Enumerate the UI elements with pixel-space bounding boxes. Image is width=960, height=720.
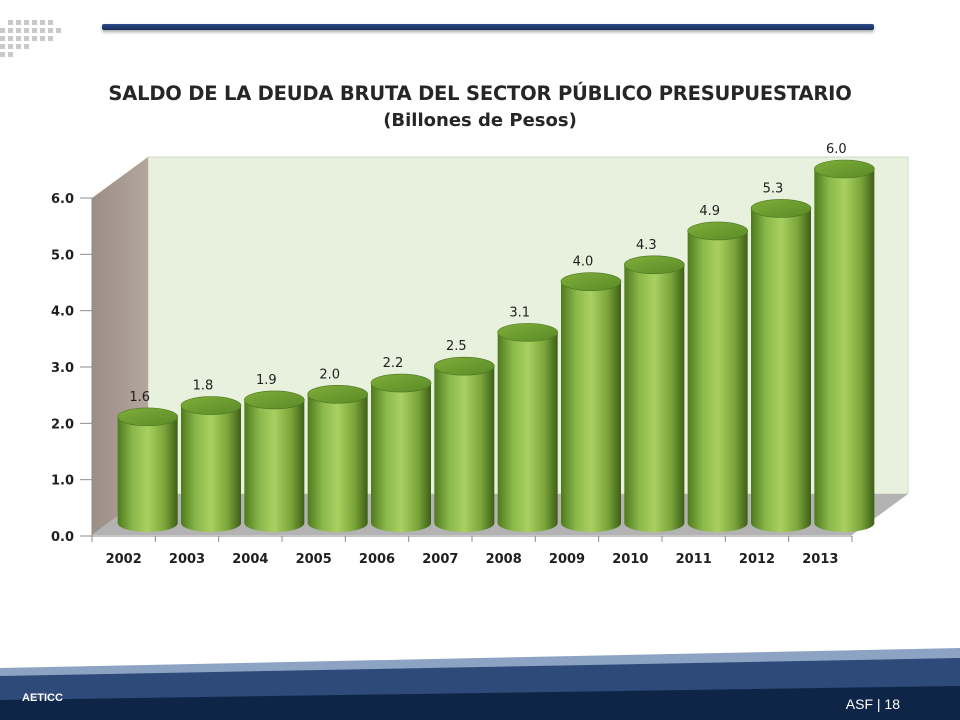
bar xyxy=(687,221,748,532)
footer-org-label: AETICC xyxy=(22,692,63,704)
bar xyxy=(560,272,622,532)
y-tick-label: 6.0 xyxy=(51,192,74,207)
y-tick-label: 0.0 xyxy=(51,530,74,545)
bar-value-label: 4.9 xyxy=(699,204,720,219)
bar-value-label: 1.8 xyxy=(193,379,214,394)
y-tick-label: 4.0 xyxy=(51,305,74,320)
x-tick-label: 2006 xyxy=(359,552,395,567)
bar-value-label: 5.3 xyxy=(763,181,784,196)
bar xyxy=(814,159,875,532)
y-tick-label: 1.0 xyxy=(51,474,74,489)
y-tick-label: 3.0 xyxy=(51,361,74,376)
bar-value-label: 4.0 xyxy=(573,255,594,270)
x-tick-label: 2008 xyxy=(486,552,522,567)
bar-value-label: 3.1 xyxy=(509,305,530,320)
bar xyxy=(497,323,558,532)
x-tick-label: 2011 xyxy=(676,552,712,567)
bar xyxy=(117,407,178,532)
bar-value-label: 2.2 xyxy=(383,356,404,371)
x-tick-label: 2010 xyxy=(612,552,648,567)
bar-value-label: 1.9 xyxy=(256,373,277,388)
x-tick-label: 2013 xyxy=(802,552,838,567)
x-tick-label: 2009 xyxy=(549,552,585,567)
bar-value-label: 2.0 xyxy=(319,367,340,382)
bar-value-label: 4.3 xyxy=(636,238,657,253)
bar xyxy=(180,396,242,532)
bar xyxy=(750,199,812,532)
bar xyxy=(434,356,495,532)
x-tick-label: 2012 xyxy=(739,552,775,567)
x-tick-label: 2007 xyxy=(422,552,458,567)
y-tick-label: 2.0 xyxy=(51,417,74,432)
dots-decoration-icon xyxy=(0,20,61,57)
chart-title: SALDO DE LA DEUDA BRUTA DEL SECTOR PÚBLI… xyxy=(108,82,852,105)
y-tick-label: 5.0 xyxy=(51,248,74,263)
header-accent-line xyxy=(102,24,874,30)
bar-value-label: 1.6 xyxy=(129,390,150,405)
x-tick-label: 2005 xyxy=(296,552,332,567)
footer-page-number: ASF | 18 xyxy=(845,696,900,712)
bar xyxy=(307,385,368,532)
x-tick-label: 2003 xyxy=(169,552,205,567)
bar-value-label: 6.0 xyxy=(826,142,847,157)
x-tick-label: 2002 xyxy=(106,552,142,567)
chart-subtitle: (Billones de Pesos) xyxy=(383,110,577,131)
bar xyxy=(244,390,305,532)
bar-value-label: 2.5 xyxy=(446,339,467,354)
bar xyxy=(370,373,432,532)
x-tick-label: 2004 xyxy=(232,552,268,567)
bar xyxy=(624,255,685,532)
